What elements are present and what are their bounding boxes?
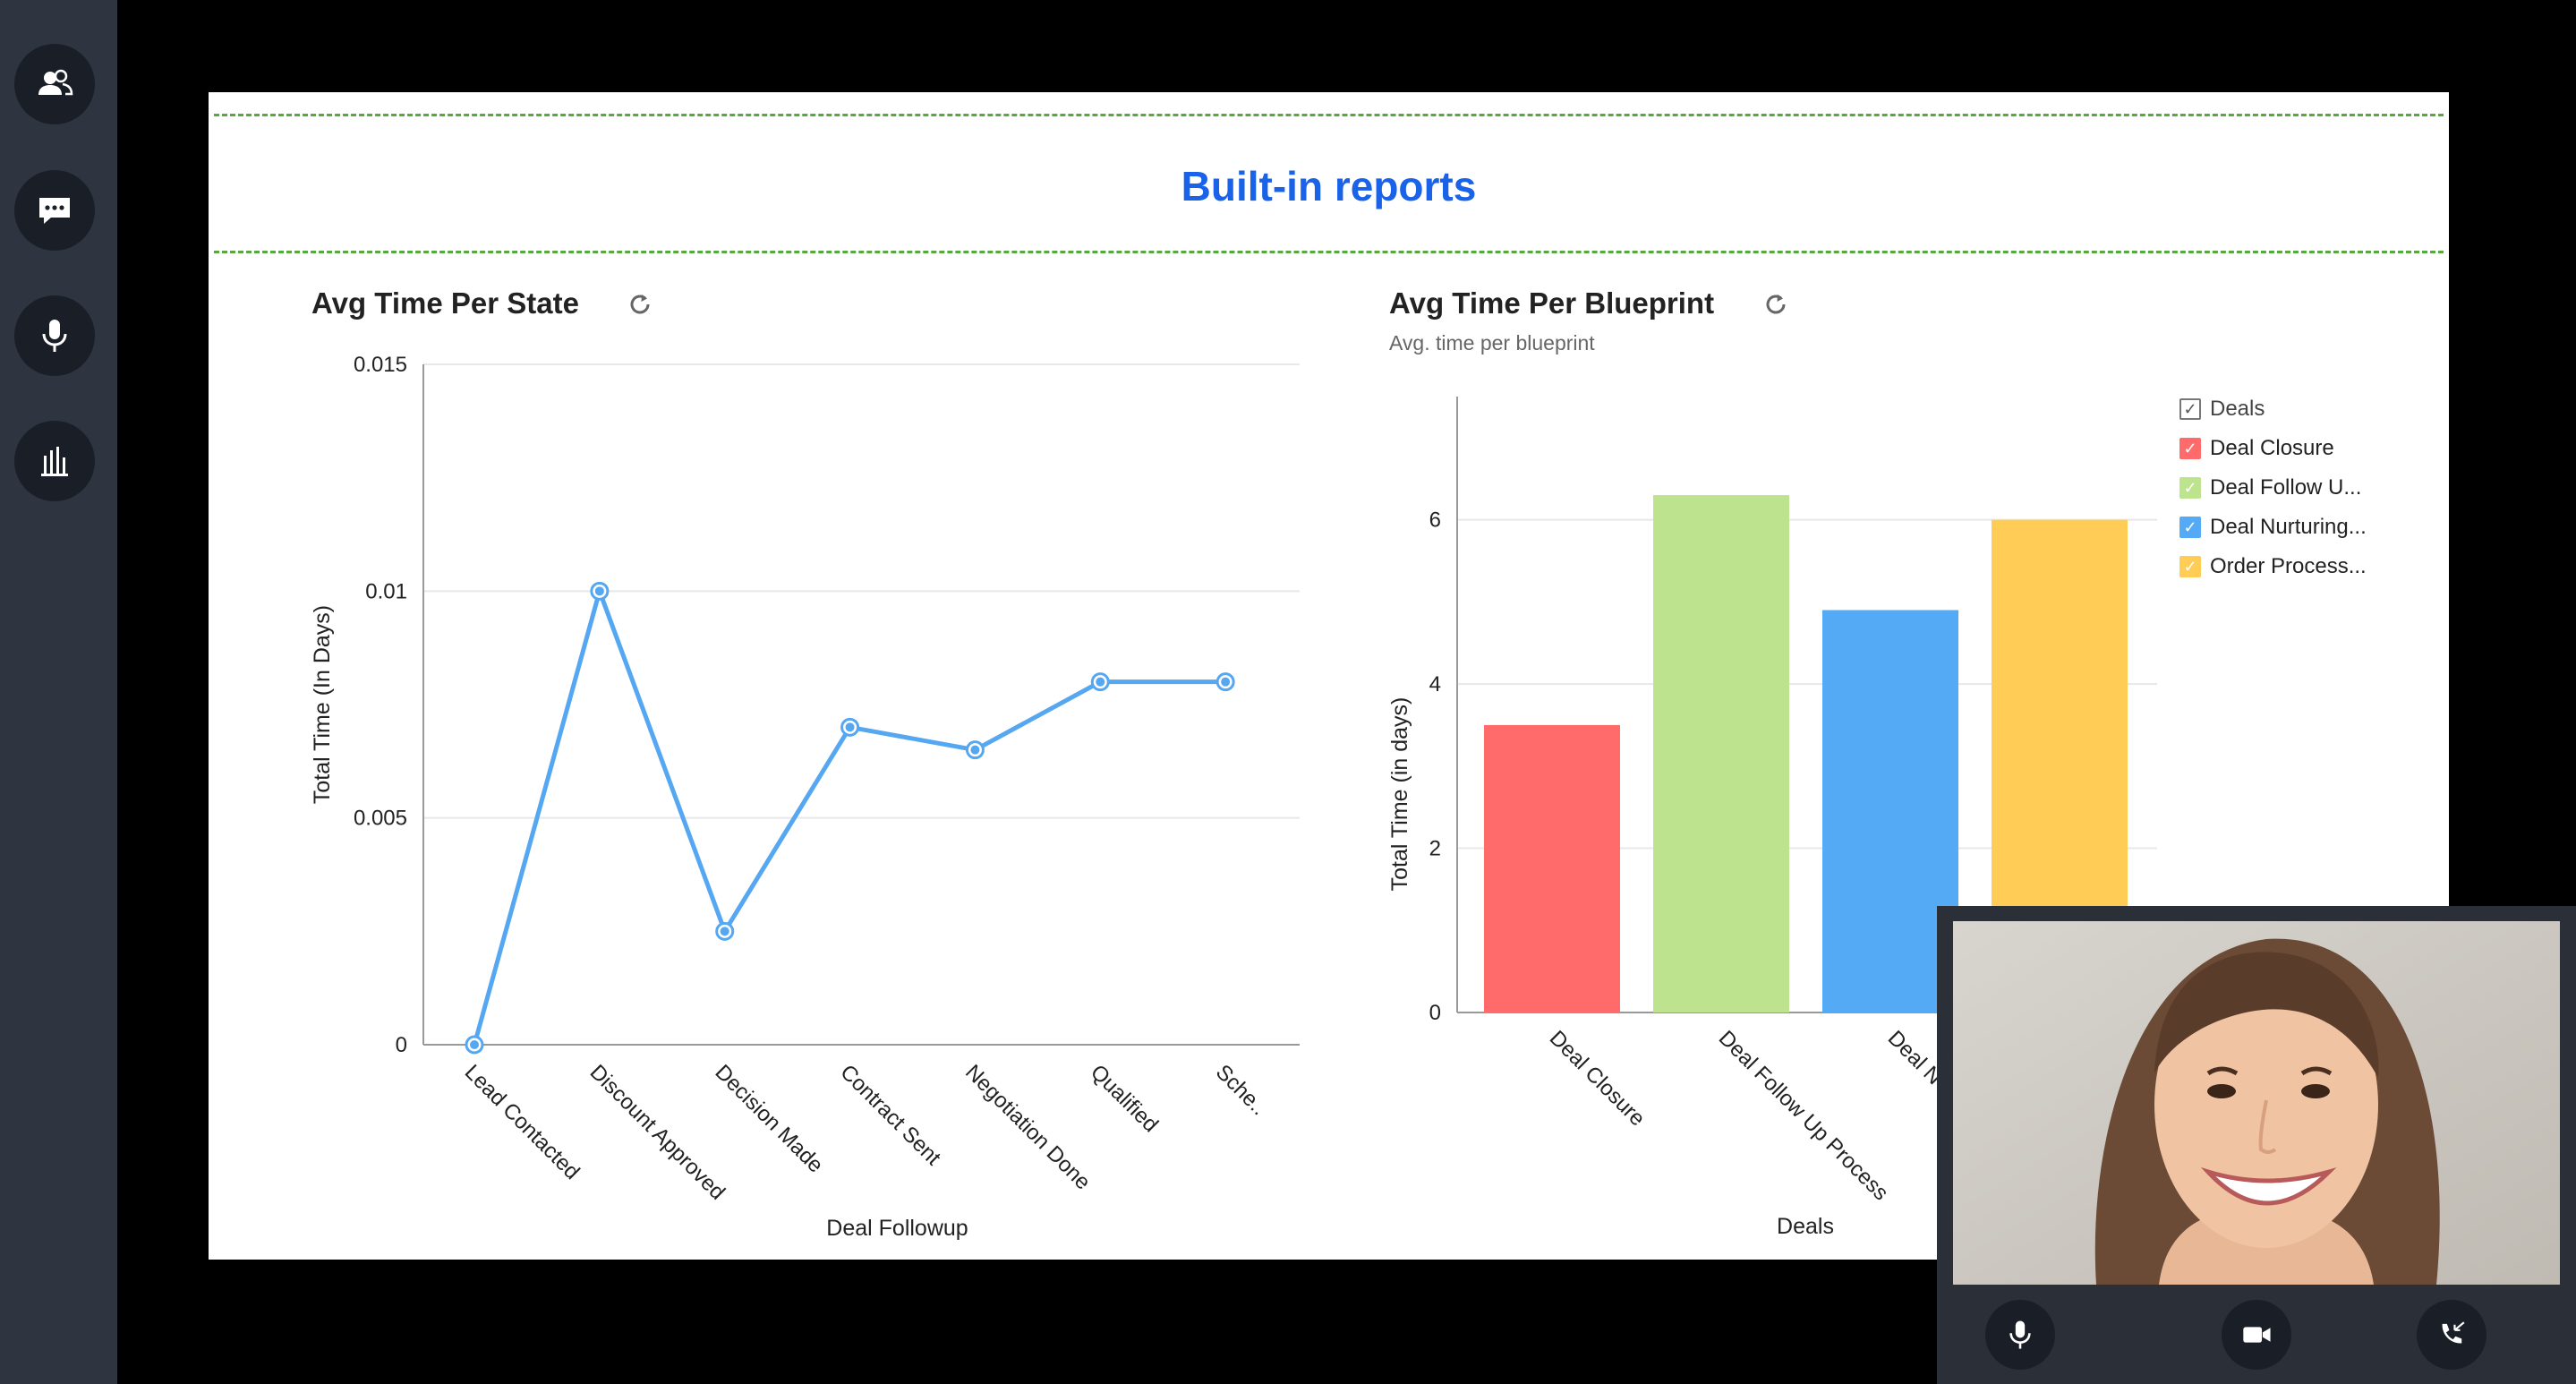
- chat-button[interactable]: [14, 170, 95, 251]
- data-point-center: [594, 586, 604, 596]
- x-tick-label: Deal Closure: [1545, 1026, 1650, 1131]
- microphone-icon: [42, 320, 67, 352]
- y-tick-label: 0: [396, 1033, 407, 1057]
- data-point-center: [970, 745, 980, 755]
- legend-item[interactable]: ✓ Deal Follow U...: [2179, 468, 2367, 508]
- y-tick-label: 0.015: [354, 353, 407, 377]
- reports-button[interactable]: [14, 421, 95, 501]
- legend-title[interactable]: ✓ Deals: [2179, 389, 2367, 429]
- bar-chart-icon: [41, 447, 68, 476]
- checkbox-icon: ✓: [2179, 477, 2201, 499]
- data-point-center: [470, 1040, 479, 1049]
- checkbox-icon: ✓: [2179, 517, 2201, 538]
- transfer-call-button[interactable]: [2417, 1300, 2486, 1370]
- x-tick-label: Deal Follow Up Process: [1714, 1026, 1893, 1205]
- legend-item[interactable]: ✓ Order Process...: [2179, 547, 2367, 586]
- call-transfer-icon: [2442, 1321, 2465, 1344]
- contacts-icon: [38, 69, 73, 96]
- legend-label: Deal Closure: [2210, 436, 2334, 460]
- page-title: Built-in reports: [1181, 163, 1477, 209]
- checkbox-icon: ✓: [2179, 398, 2201, 420]
- checkbox-icon: ✓: [2179, 556, 2201, 577]
- video-camera-icon: [2243, 1327, 2271, 1343]
- mute-button[interactable]: [1985, 1300, 2055, 1370]
- right-chart-subtitle: Avg. time per blueprint: [1389, 331, 1595, 355]
- y-tick-label: 0.005: [354, 807, 407, 831]
- legend-label: Deal Nurturing...: [2210, 515, 2367, 539]
- video-call-window: [1937, 906, 2576, 1384]
- x-axis-label: Deals: [1777, 1214, 1834, 1239]
- y-axis-label: Total Time (in days): [1387, 697, 1412, 892]
- y-tick-label: 2: [1429, 837, 1441, 861]
- x-axis-label: Deal Followup: [826, 1216, 968, 1241]
- bar: [1484, 724, 1620, 1012]
- y-tick-label: 0.01: [365, 579, 407, 603]
- microphone-button[interactable]: [14, 295, 95, 376]
- legend-label: Deal Follow U...: [2210, 475, 2362, 500]
- header-divider-top: [214, 114, 2444, 116]
- bar: [1653, 495, 1789, 1012]
- y-tick-label: 0: [1429, 1001, 1441, 1025]
- contacts-button[interactable]: [14, 44, 95, 124]
- legend-item[interactable]: ✓ Deal Nurturing...: [2179, 508, 2367, 547]
- chart-legend: ✓ Deals ✓ Deal Closure ✓ Deal Follow U..…: [2179, 389, 2367, 586]
- sidebar: [0, 0, 117, 1384]
- data-point-center: [1096, 677, 1105, 687]
- legend-title-label: Deals: [2210, 397, 2265, 421]
- checkbox-icon: ✓: [2179, 438, 2201, 459]
- chat-icon: [39, 198, 70, 224]
- data-point-center: [1221, 677, 1231, 687]
- right-chart-title: Avg Time Per Blueprint: [1389, 286, 1715, 320]
- participant-avatar-image: [1953, 921, 2560, 1285]
- legend-item[interactable]: ✓ Deal Closure: [2179, 429, 2367, 468]
- participant-video: [1953, 921, 2560, 1285]
- refresh-icon[interactable]: [625, 289, 655, 320]
- microphone-icon: [2009, 1320, 2031, 1349]
- camera-button[interactable]: [2222, 1300, 2291, 1370]
- data-point-center: [720, 927, 729, 936]
- y-tick-label: 6: [1429, 508, 1441, 533]
- y-axis-label: Total Time (In Days): [310, 605, 335, 804]
- refresh-icon[interactable]: [1761, 289, 1791, 320]
- data-point-center: [845, 722, 855, 732]
- bar: [1822, 610, 1958, 1012]
- header-divider-bottom: [214, 251, 2444, 253]
- legend-label: Order Process...: [2210, 554, 2367, 578]
- left-chart-title: Avg Time Per State: [311, 286, 579, 320]
- y-tick-label: 4: [1429, 672, 1441, 696]
